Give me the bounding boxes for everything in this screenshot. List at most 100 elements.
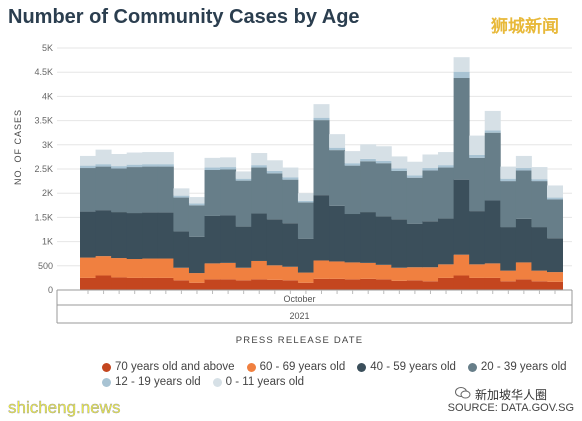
bar-segment (188, 205, 205, 237)
bar-segment (126, 167, 143, 214)
bar-segment (251, 165, 268, 168)
bar-segment (360, 158, 377, 162)
bar-segment (235, 180, 252, 227)
bar-segment (111, 168, 128, 213)
wechat-name: 新加坡华人圈 (475, 388, 548, 402)
bar-segment (188, 203, 205, 206)
x-axis-label: PRESS RELEASE DATE (236, 335, 364, 346)
chart-title: Number of Community Cases by Age (8, 6, 360, 28)
bar-segment (282, 280, 299, 290)
bar-segment (484, 263, 501, 278)
bar-segment (142, 164, 159, 167)
bar-segment (173, 197, 190, 232)
bar-segment (375, 264, 392, 280)
legend-item: 70 years old and above (102, 361, 235, 373)
bar-segment (360, 144, 377, 159)
bar-segment (126, 259, 143, 278)
bar-segment (111, 277, 128, 290)
bar-segment (329, 205, 346, 262)
bar-segment (266, 173, 283, 220)
bar-segment (469, 157, 486, 212)
bar-segment (313, 104, 330, 118)
y-tick-label: 2K (42, 188, 53, 198)
bar-segment (438, 264, 455, 278)
bar-segment (531, 181, 548, 228)
bar-segment (391, 156, 408, 169)
legend-item: 40 - 59 years old (357, 361, 456, 373)
bar-segment (235, 178, 252, 181)
bar-segment (204, 215, 221, 264)
bar-segment (204, 167, 221, 170)
bar-segment (188, 282, 205, 290)
bar-segment (173, 280, 190, 290)
bar-segment (251, 153, 268, 166)
bar-segment (204, 169, 221, 216)
legend-row: 70 years old and above 60 - 69 years old 4… (102, 361, 582, 373)
bar-segment (142, 212, 159, 259)
bar-segment (80, 277, 96, 290)
bar-segment (282, 223, 299, 267)
bar-segment (453, 275, 470, 290)
bar-segment (406, 267, 423, 281)
wechat-icon (455, 386, 471, 403)
bar-segment (282, 177, 299, 180)
bar-segment (220, 157, 237, 168)
bar-segment (438, 152, 455, 166)
bar-segment (220, 167, 237, 170)
bar-segment (251, 167, 268, 214)
y-tick-label: 1.5K (34, 212, 53, 222)
bar-segment (484, 200, 501, 264)
bar-segment (297, 202, 314, 239)
bar-segment (126, 277, 143, 290)
y-tick-label: 3K (42, 140, 53, 150)
bar-segment (438, 165, 455, 168)
bar-segment (111, 153, 128, 167)
bar-segment (344, 262, 361, 280)
bar-segment (173, 231, 190, 268)
bar-segment (297, 193, 314, 201)
bar-segment (344, 214, 361, 263)
bar-segment (173, 267, 190, 281)
bar-segment (126, 152, 143, 165)
bar-segment (469, 264, 486, 278)
y-tick-label: 1K (42, 237, 53, 247)
y-tick-label: 4.5K (34, 67, 53, 77)
bar-segment (391, 168, 408, 171)
bar-segment (515, 170, 532, 219)
legend-item: 60 - 69 years old (246, 361, 345, 373)
bar-segment (500, 227, 517, 271)
bar-segment (204, 263, 221, 280)
bar-segment (251, 213, 268, 261)
legend-swatch (467, 362, 477, 372)
bar-segment (453, 71, 470, 79)
bar-segment (375, 160, 392, 164)
bar-segment (204, 279, 221, 290)
bar-segment (80, 257, 96, 278)
legend-item: 12 - 19 years old (102, 376, 201, 388)
bar-segment (406, 223, 423, 268)
bar-segment (360, 278, 377, 290)
bar-segment (531, 270, 548, 282)
bar-segment (469, 277, 486, 290)
y-tick-label: 5K (42, 43, 53, 53)
bar-segment (531, 179, 548, 182)
bar-segment (282, 179, 299, 224)
bar-segment (266, 219, 283, 266)
bar-segment (360, 262, 377, 279)
bar-segment (188, 236, 205, 274)
bar-segment (406, 177, 423, 224)
bar-segment (515, 168, 532, 171)
bar-segment (484, 130, 501, 133)
bar-segment (235, 267, 252, 281)
bar-segment (220, 262, 237, 280)
bar-segment (515, 155, 532, 169)
bar-segment (173, 195, 190, 198)
bar-segment (157, 212, 174, 259)
bar-segment (453, 179, 470, 255)
bar-segment (515, 218, 532, 263)
bar-segment (111, 212, 128, 259)
bar-segment (329, 278, 346, 290)
bar-segment (360, 212, 377, 263)
bar-segment (438, 218, 455, 265)
bar-segment (422, 281, 439, 290)
